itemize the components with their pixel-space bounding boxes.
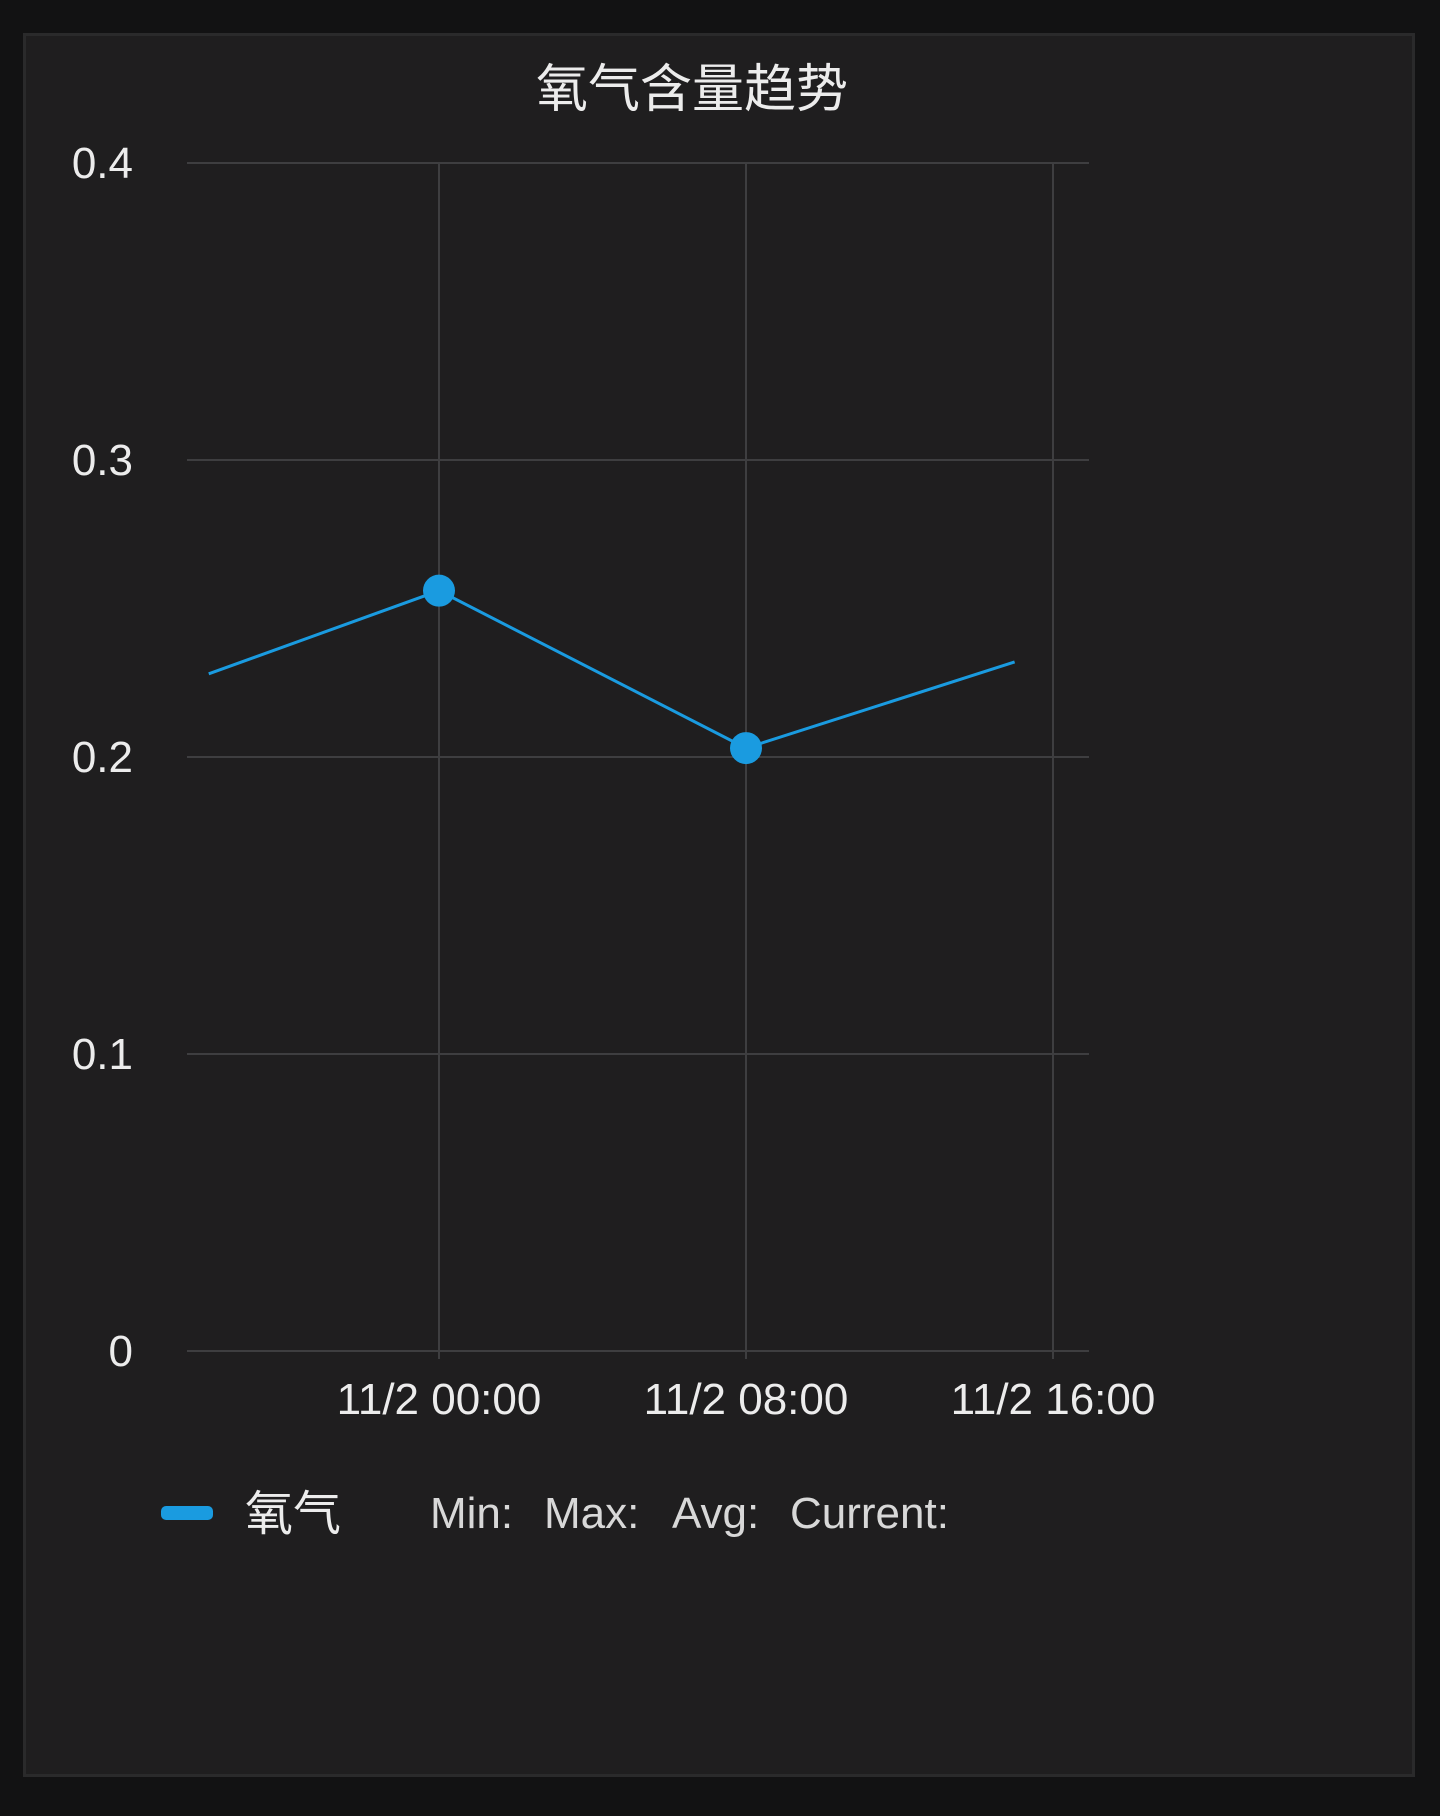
y-tick-label: 0.4 [72, 139, 133, 188]
chart-title: 氧气含量趋势 [536, 60, 848, 120]
legend-stat-max: Max: [544, 1489, 639, 1538]
legend-swatch [161, 1506, 213, 1520]
legend-stat-min: Min: [430, 1489, 513, 1538]
y-tick-label: 0.2 [72, 733, 133, 782]
x-tick-label: 11/2 16:00 [951, 1375, 1156, 1424]
y-tick-label: 0 [109, 1327, 133, 1376]
y-tick-label: 0.1 [72, 1030, 133, 1079]
data-point[interactable] [423, 574, 455, 607]
series-line-oxygen [208, 589, 1016, 750]
y-tick-label: 0.3 [72, 436, 133, 485]
legend-stat-avg: Avg: [672, 1489, 759, 1538]
data-point[interactable] [730, 732, 762, 765]
legend-series-name[interactable]: 氧气 [245, 1486, 341, 1542]
oxygen-trend-chart: 氧气含量趋势 0 0.1 0.2 0.3 0.4 11/2 00:00 11/2 08:00… [72, 60, 1156, 1542]
legend-stat-current: Current: [790, 1489, 949, 1538]
chart-panel: 氧气含量趋势 0 0.1 0.2 0.3 0.4 11/2 00:00 11/2 08:00… [23, 33, 1415, 1777]
x-tick-label: 11/2 00:00 [337, 1375, 542, 1424]
x-tick-label: 11/2 08:00 [644, 1375, 849, 1424]
